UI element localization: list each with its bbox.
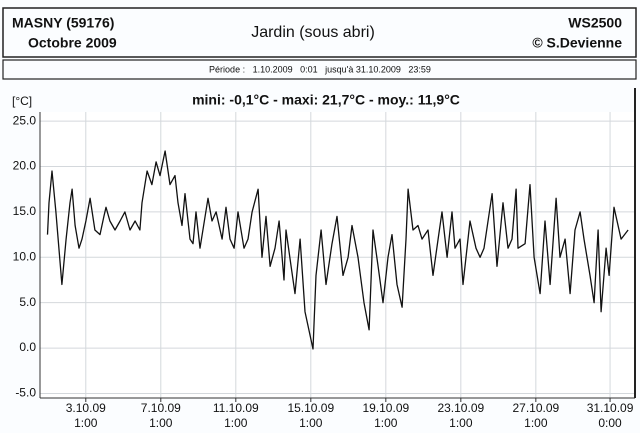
author: © S.Devienne <box>532 35 622 51</box>
x-tick-label: 1:00 <box>224 416 248 430</box>
location: MASNY (59176) <box>12 15 114 31</box>
month: Octobre 2009 <box>28 35 117 51</box>
x-tick-label: 1:00 <box>449 416 473 430</box>
chart-title: mini: -0,1°C - maxi: 21,7°C - moy.: 11,9… <box>192 92 460 108</box>
x-tick-label: 1:00 <box>74 416 98 430</box>
x-tick-label: 23.10.09 <box>437 401 484 415</box>
y-tick-label: 25.0 <box>13 113 37 127</box>
x-tick-label: 0:00 <box>598 416 622 430</box>
header-title: Jardin (sous abri) <box>251 24 375 41</box>
y-axis-label: [°C] <box>12 94 32 108</box>
x-tick-label: 1:00 <box>299 416 323 430</box>
y-tick-label: 5.0 <box>19 295 36 309</box>
header-box <box>2 7 637 58</box>
x-tick-label: 3.10.09 <box>66 401 106 415</box>
period: Période : 1.10.2009 0:01 jusqu'à 31.10.2… <box>209 64 431 74</box>
x-tick-label: 11.10.09 <box>213 401 259 415</box>
station: WS2500 <box>568 15 622 31</box>
y-tick-label: -5.0 <box>15 386 36 400</box>
y-tick-label: 15.0 <box>13 204 37 218</box>
temperature-line <box>46 150 629 350</box>
x-tick-label: 27.10.09 <box>512 401 559 415</box>
x-tick-label: 1:00 <box>524 416 548 430</box>
x-tick-label: 7.10.09 <box>141 401 181 415</box>
y-tick-label: 10.0 <box>13 249 37 263</box>
plot-area <box>40 112 635 398</box>
x-tick-label: 1:00 <box>374 416 398 430</box>
x-tick-label: 1:00 <box>149 416 173 430</box>
y-tick-label: 20.0 <box>13 159 37 173</box>
period-box <box>2 59 637 80</box>
x-tick-label: 15.10.09 <box>287 401 334 415</box>
y-tick-label: 0.0 <box>19 340 36 354</box>
x-tick-label: 19.10.09 <box>362 401 409 415</box>
x-tick-label: 31.10.09 <box>587 401 634 415</box>
